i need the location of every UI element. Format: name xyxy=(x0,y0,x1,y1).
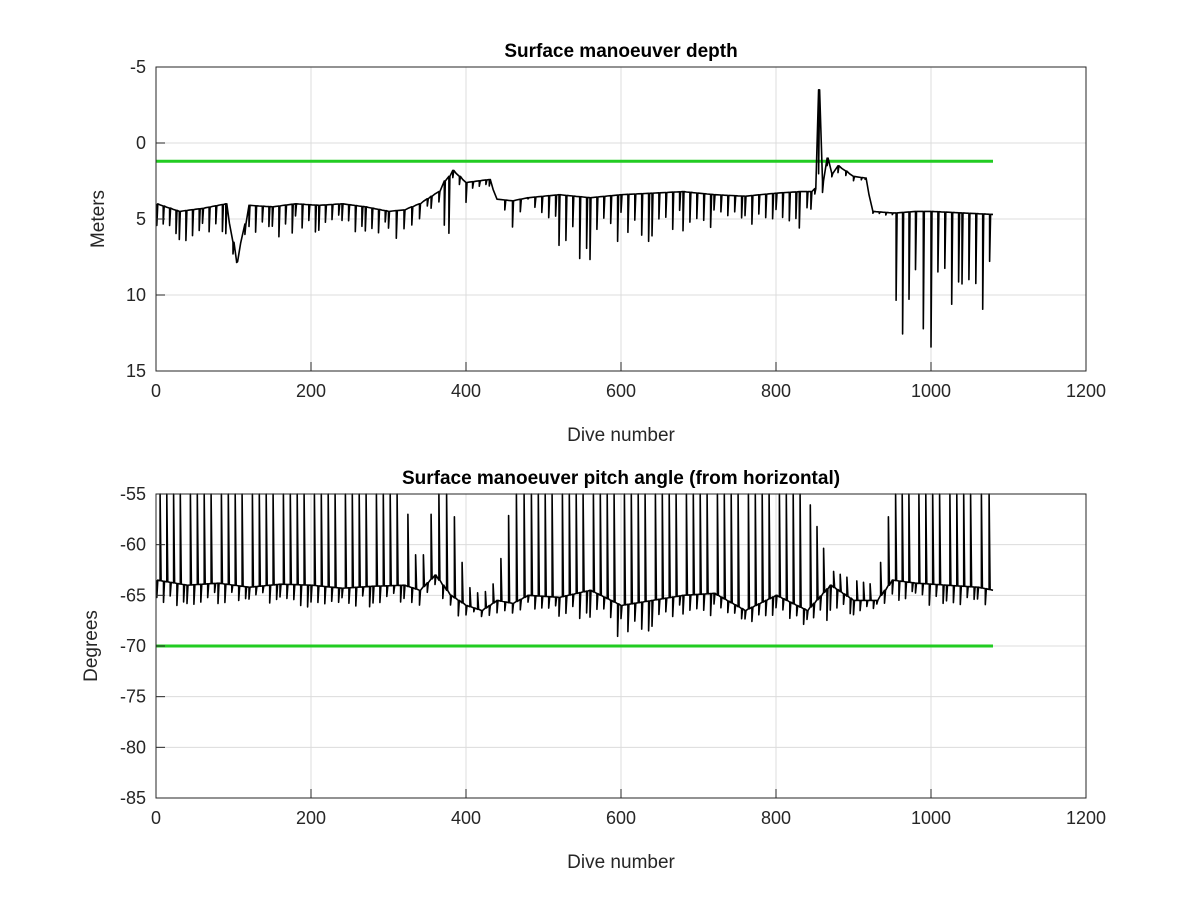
depth-x-tick-label: 0 xyxy=(151,381,161,401)
pitch-y-tick-label: -75 xyxy=(120,687,146,707)
pitch-chart-title: Surface manoeuver pitch angle (from hori… xyxy=(402,468,840,489)
depth-x-tick-label: 1200 xyxy=(1066,381,1106,401)
depth-x-axis-label: Dive number xyxy=(567,425,675,446)
pitch-axes: 0 200 400 600 800 1000 1200 -55 -60 -65 -70 -75 -80 -… xyxy=(81,468,1106,873)
pitch-x-tick-label: 1200 xyxy=(1066,808,1106,828)
depth-chart-title: Surface manoeuver depth xyxy=(504,41,737,62)
pitch-x-tick-label: 1000 xyxy=(911,808,951,828)
pitch-x-tick-label: 800 xyxy=(761,808,791,828)
depth-y-tick-label: 0 xyxy=(136,133,146,153)
depth-y-tick-label: -5 xyxy=(130,57,146,77)
pitch-x-tick-label: 400 xyxy=(451,808,481,828)
pitch-y-tick-label: -85 xyxy=(120,788,146,808)
depth-axes: 0 200 400 600 800 1000 1200 -5 0 5 10 15 Surface ma… xyxy=(88,41,1106,446)
depth-x-tick-label: 200 xyxy=(296,381,326,401)
pitch-y-tick-label: -60 xyxy=(120,535,146,555)
depth-data xyxy=(156,89,994,348)
pitch-x-axis-label: Dive number xyxy=(567,852,675,873)
pitch-y-tick-label: -55 xyxy=(120,484,146,504)
pitch-data xyxy=(156,493,994,638)
pitch-y-tick-label: -70 xyxy=(120,636,146,656)
pitch-x-tick-label: 0 xyxy=(151,808,161,828)
depth-y-tick-label: 10 xyxy=(126,285,146,305)
depth-y-axis-label: Meters xyxy=(88,190,109,248)
pitch-y-tick-label: -65 xyxy=(120,585,146,605)
depth-y-tick-label: 5 xyxy=(136,209,146,229)
pitch-x-tick-label: 200 xyxy=(296,808,326,828)
pitch-x-tick-label: 600 xyxy=(606,808,636,828)
depth-y-tick-label: 15 xyxy=(126,361,146,381)
pitch-ticks: 0 200 400 600 800 1000 1200 -55 -60 -65 -70 -75 -80 -… xyxy=(120,484,1106,828)
depth-x-tick-label: 800 xyxy=(761,381,791,401)
depth-ticks: 0 200 400 600 800 1000 1200 -5 0 5 10 15 xyxy=(126,57,1106,401)
depth-x-tick-label: 600 xyxy=(606,381,636,401)
pitch-y-axis-label: Degrees xyxy=(81,610,102,682)
pitch-y-tick-label: -80 xyxy=(120,737,146,757)
depth-x-tick-label: 400 xyxy=(451,381,481,401)
depth-series-line xyxy=(156,89,994,348)
depth-x-tick-label: 1000 xyxy=(911,381,951,401)
pitch-series-line xyxy=(156,493,994,638)
